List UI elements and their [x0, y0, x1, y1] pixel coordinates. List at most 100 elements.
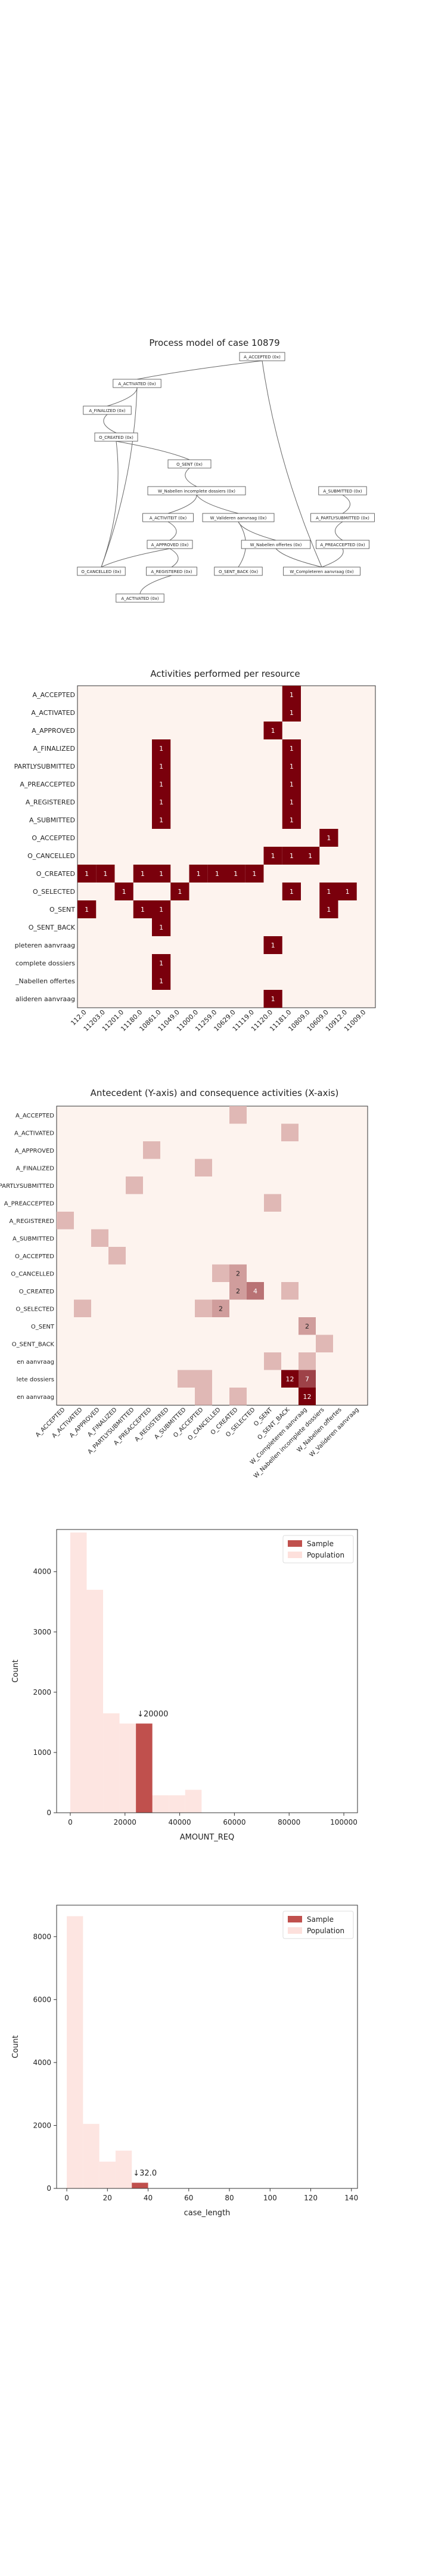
heatmap-row-label: A_PARTLYSUBMITTED — [0, 1183, 54, 1190]
population-bar — [169, 1795, 185, 1813]
x-tick-label: 80000 — [278, 1818, 300, 1826]
resource-heatmap: Activities performed per resource 1 1 1 1 1 1… — [14, 668, 376, 1033]
heatmap-cell — [152, 972, 171, 990]
heatmap-cell-value: 12 — [303, 1393, 312, 1401]
process-node-label: A_ACCEPTED (0x) — [244, 355, 281, 360]
resource-heatmap-title: Activities performed per resource — [150, 668, 300, 679]
process-node-label: W_Valideren aanvraag (0x) — [210, 516, 267, 521]
heatmap-cell-value: 1 — [290, 691, 294, 699]
heatmap-col-label: A_ACTIVATED — [51, 1407, 84, 1439]
heatmap-row-label: pleteren aanvraag — [15, 942, 75, 949]
heatmap-row-label: A_PREACCEPTED — [4, 1200, 55, 1207]
heatmap-row-label: A_REGISTERED — [26, 798, 75, 806]
heatmap-cell — [152, 865, 171, 883]
process-node: W_Nabellen offertes (0x) — [241, 540, 311, 549]
heatmap-cell — [77, 900, 97, 918]
heatmap-cell — [178, 1370, 195, 1388]
x-tick-label: 140 — [344, 2194, 358, 2202]
length-histogram: ↓32.0 0 20 40 60 80 100 120 140 0 2000 4000 6000 8000… — [11, 1905, 358, 2218]
heatmap-cell-value: 2 — [219, 1305, 223, 1312]
process-node: A_APPROVED (0x) — [147, 540, 193, 549]
y-tick-label: 1000 — [33, 1748, 51, 1757]
process-node-label: A_ACTIVATED (0x) — [121, 596, 158, 601]
population-bar — [103, 1713, 120, 1813]
heatmap-cell-value: 1 — [327, 906, 331, 914]
process-model-graph: Process model of case 10879 A_ACCEPTED (… — [77, 338, 375, 603]
heatmap-cell — [319, 900, 338, 918]
process-edge — [116, 441, 190, 460]
heatmap-cell — [282, 793, 301, 811]
process-edge — [107, 387, 138, 407]
heatmap-row-label: O_SENT — [49, 906, 75, 914]
heatmap-cell — [143, 1141, 160, 1159]
x-tick-label: 40 — [144, 2194, 153, 2202]
y-tick-label: 2000 — [33, 1688, 51, 1696]
process-node-label: A_SUBMITTED (0x) — [323, 489, 362, 494]
heatmap-cell — [152, 739, 171, 757]
heatmap-cell — [229, 1282, 247, 1300]
heatmap-cell — [282, 847, 301, 865]
process-edge — [136, 360, 263, 380]
heatmap-row-label: A_ACTIVATED — [14, 1130, 54, 1137]
x-tick-label: 60000 — [223, 1818, 245, 1826]
heatmap-cell-value: 1 — [141, 906, 145, 914]
heatmap-cell — [299, 1388, 316, 1405]
population-bar — [99, 2162, 116, 2188]
heatmap-cell-value: 1 — [234, 870, 238, 878]
y-tick-label: 4000 — [33, 1568, 51, 1576]
transition-heatmap-title: Antecedent (Y-axis) and consequence acti… — [91, 1088, 339, 1098]
heatmap-cell — [91, 1229, 108, 1247]
heatmap-cell — [133, 900, 152, 918]
process-node: O_SENT_BACK (0x) — [214, 566, 263, 576]
heatmap-cell — [264, 1352, 281, 1370]
heatmap-cell — [195, 1388, 212, 1405]
process-model-panel: Process model of case 10879 A_ACCEPTED (… — [0, 0, 429, 650]
heatmap-cell — [152, 918, 171, 936]
heatmap-cell-value: 1 — [141, 870, 145, 878]
heatmap-cell-value: 1 — [290, 709, 294, 717]
process-edge — [342, 494, 350, 514]
process-node: O_CREATED (0x) — [94, 432, 138, 442]
heatmap-cell — [189, 865, 208, 883]
x-axis-label: case_length — [184, 2209, 231, 2218]
heatmap-row-label: O_CREATED — [19, 1289, 55, 1295]
heatmap-cell — [282, 704, 301, 722]
heatmap-frame — [56, 1106, 368, 1405]
transition-heatmap: Antecedent (Y-axis) and consequence acti… — [0, 1088, 368, 1479]
heatmap-row-label: O_CREATED — [36, 870, 75, 878]
heatmap-cell — [263, 722, 282, 739]
heatmap-cell-value: 1 — [159, 798, 163, 806]
heatmap-cell-value: 1 — [159, 781, 163, 788]
process-edge — [335, 521, 343, 541]
heatmap-cell-value: 1 — [159, 906, 163, 914]
heatmap-row-label: A_SUBMITTED — [29, 816, 75, 824]
legend-label-population: Population — [307, 1551, 344, 1559]
heatmap-cell-value: 1 — [103, 870, 107, 878]
process-edge — [101, 441, 119, 568]
heatmap-row-label: _Nabellen offertes — [15, 977, 75, 985]
population-bar — [83, 2123, 100, 2188]
heatmap-cell — [226, 865, 245, 883]
heatmap-cell-value: 1 — [85, 870, 89, 878]
heatmap-cell — [282, 883, 301, 900]
process-node-label: W_Nabellen offertes (0x) — [250, 543, 302, 547]
process-node: A_FINALIZED (0x) — [83, 405, 132, 415]
heatmap-cell-value: 1 — [271, 852, 275, 860]
heatmap-row-label: O_SENT_BACK — [29, 924, 76, 931]
y-tick-label: 6000 — [33, 1995, 51, 2004]
heatmap-cell — [319, 829, 338, 847]
heatmap-cell — [152, 793, 171, 811]
process-edge — [185, 467, 197, 487]
heatmap-cell — [281, 1370, 299, 1388]
x-tick-label: 20000 — [114, 1818, 136, 1826]
heatmap-cell — [319, 883, 338, 900]
heatmap-row-label: A_ACCEPTED — [33, 691, 75, 699]
process-node: A_ACCEPTED (0x) — [239, 352, 285, 361]
legend-swatch-population — [288, 1927, 302, 1934]
y-axis-label: Count — [11, 2035, 20, 2058]
heatmap-row-label: PARTLYSUBMITTED — [14, 763, 75, 770]
sample-bar — [136, 1723, 153, 1813]
process-edge — [262, 360, 322, 568]
heatmap-row-label: O_ACCEPTED — [32, 834, 75, 842]
heatmap-cell-value: 1 — [290, 781, 294, 788]
